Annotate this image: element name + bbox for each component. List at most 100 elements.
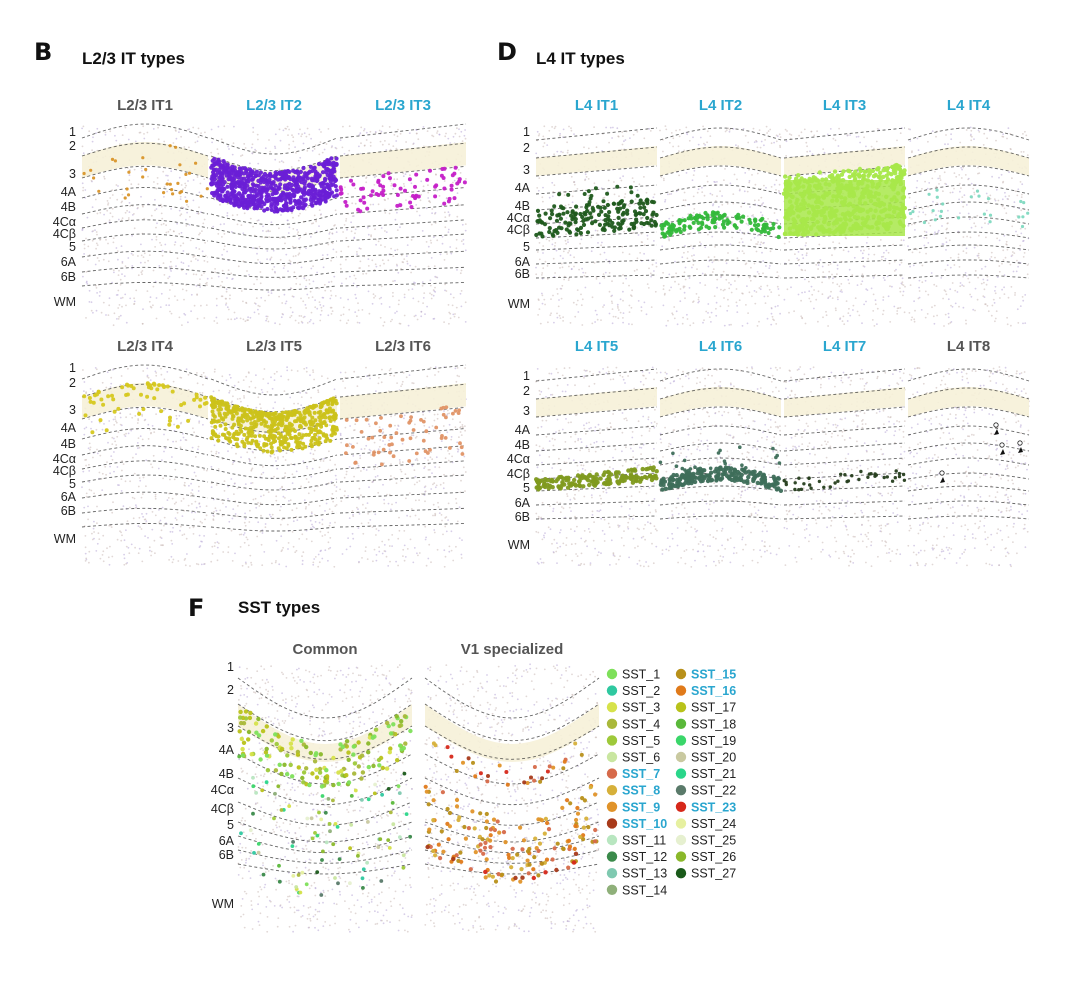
cell-dot — [248, 193, 253, 198]
cell-dot — [645, 215, 650, 221]
cell-dot — [784, 194, 789, 199]
cell-dot — [304, 766, 309, 771]
cell-dot — [552, 846, 557, 851]
cell-dot — [236, 420, 241, 425]
cell-dot — [248, 410, 253, 415]
cell-dot — [805, 229, 811, 235]
cell-dot — [425, 177, 430, 182]
cortex-cell — [907, 126, 1030, 327]
cell-dot — [370, 735, 375, 740]
cell-dot — [901, 472, 906, 477]
cell-dot — [413, 184, 417, 189]
cell-dot — [800, 222, 806, 227]
cell-dot — [897, 177, 902, 183]
cell-dot — [273, 732, 278, 737]
cell-dot — [366, 741, 371, 746]
cell-dot — [795, 204, 800, 210]
cell-dot — [293, 408, 298, 413]
cell-dot — [507, 855, 512, 861]
cell-dot — [844, 183, 849, 188]
cell-dot — [319, 424, 324, 429]
cell-dot — [301, 420, 306, 425]
cell-dot — [504, 770, 509, 774]
cell-dot — [317, 810, 321, 815]
cell-dot — [566, 838, 572, 843]
cell-dot — [289, 447, 294, 452]
cell-dot — [394, 714, 399, 719]
legend-label: SST_12 — [622, 850, 667, 864]
cell-dot — [321, 849, 325, 854]
cell-dot — [213, 404, 218, 409]
cell-dot — [554, 867, 559, 873]
cell-dot — [313, 169, 318, 174]
cell-dot — [253, 434, 258, 439]
cell-dot — [271, 180, 276, 185]
cell-dot — [938, 214, 943, 218]
cell-dot — [327, 822, 332, 826]
cell-dot — [660, 478, 666, 483]
cell-dot — [832, 169, 838, 174]
cell-dot — [221, 159, 226, 164]
cell-dot — [588, 211, 593, 216]
cell-dot — [848, 226, 853, 231]
cell-dot — [839, 183, 844, 188]
cell-dot — [325, 184, 330, 189]
cell-dot — [223, 193, 228, 199]
cell-dot — [241, 419, 245, 424]
cell-dot — [618, 226, 623, 231]
cell-dot — [582, 192, 587, 196]
cell-dot — [280, 208, 285, 213]
cell-dot — [536, 817, 541, 822]
cell-dot — [212, 174, 217, 179]
cell-dot — [235, 196, 240, 201]
cell-dot — [291, 840, 295, 844]
cell-dot — [802, 178, 808, 183]
cell-dot — [442, 201, 447, 206]
cell-dot — [310, 405, 315, 410]
cell-dot — [386, 171, 391, 176]
layer-label: 4Cα — [211, 783, 234, 797]
cell-dot — [839, 195, 844, 200]
cell-dot — [821, 207, 827, 212]
cell-dot — [265, 768, 271, 773]
cell-dot — [574, 204, 579, 209]
cell-dot — [366, 750, 371, 755]
cell-dot — [605, 216, 611, 221]
cell-dot — [349, 823, 354, 827]
cell-dot — [777, 461, 782, 465]
cell-dot — [325, 399, 330, 403]
cell-dot — [608, 480, 613, 486]
cell-dot — [439, 829, 444, 834]
cell-dot — [863, 201, 868, 206]
cell-dot — [210, 191, 215, 196]
cortex-cell — [209, 125, 339, 326]
cell-dot — [806, 210, 812, 215]
cell-dot — [705, 217, 710, 222]
cell-dot — [111, 397, 116, 402]
cell-dot — [885, 177, 891, 182]
cell-dot — [353, 461, 358, 465]
cell-dot — [547, 483, 553, 488]
cell-dot — [419, 418, 423, 422]
legend-swatch — [606, 884, 618, 895]
cell-dot — [872, 201, 878, 207]
cell-dot — [228, 439, 233, 444]
cell-dot — [575, 811, 581, 816]
cell-dot — [296, 175, 301, 180]
cell-dot — [699, 214, 704, 220]
cell-dot — [545, 820, 550, 826]
cell-dot — [689, 480, 694, 486]
cell-dot — [752, 475, 757, 481]
cell-dot — [373, 782, 377, 787]
cell-dot — [725, 221, 730, 226]
cell-dot — [214, 183, 219, 188]
cell-dot — [786, 216, 791, 222]
cell-dot — [380, 462, 384, 467]
cell-dot — [497, 830, 502, 835]
cell-dot — [343, 200, 348, 204]
cell-dot — [144, 167, 148, 172]
cell-dot — [755, 480, 760, 486]
cell-dot — [351, 752, 356, 757]
cell-dot — [857, 200, 863, 205]
cell-dot — [667, 485, 672, 491]
